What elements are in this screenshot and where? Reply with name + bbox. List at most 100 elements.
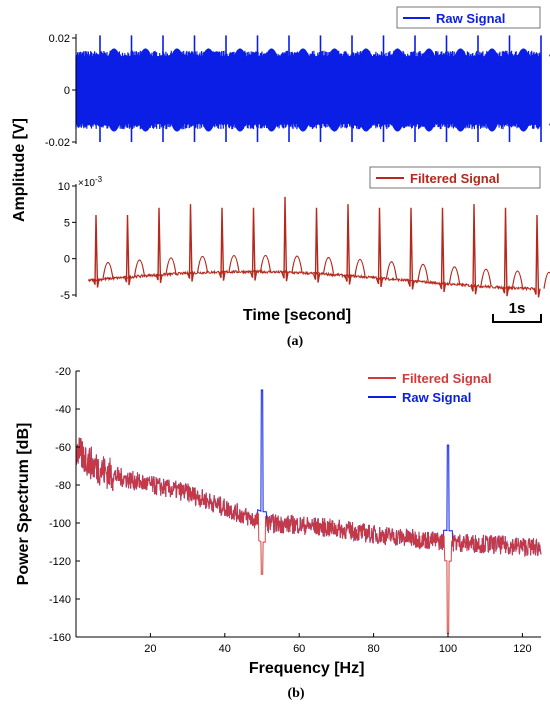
- raw-t-bump: [171, 123, 183, 132]
- raw-t-bump: [108, 123, 120, 132]
- ytick-label: -80: [55, 480, 71, 492]
- legend-label-filtered: Filtered Signal: [402, 371, 492, 386]
- t-wave: [480, 268, 492, 286]
- legend-box: [396, 6, 541, 29]
- panel-a-xlabel: Time [second]: [243, 307, 351, 324]
- qrs-spike: [218, 207, 226, 281]
- qrs-spike: [470, 204, 478, 295]
- raw-t-bump: [139, 48, 152, 57]
- ytick-label: -160: [49, 632, 71, 644]
- ytick-label: 0: [64, 254, 70, 266]
- raw-signal-plot: 0.02 0 -0.02 Raw Signal: [45, 6, 550, 149]
- qrs-spike: [407, 207, 415, 290]
- legend-box: [369, 166, 541, 189]
- raw-t-bump: [454, 48, 467, 57]
- y-exponent: ×10-3: [78, 175, 103, 189]
- raw-t-bump: [202, 123, 215, 132]
- panel-a-ylabel: Amplitude [V]: [11, 118, 28, 222]
- qrs-spike: [375, 207, 384, 287]
- legend-raw-signal: Raw Signal: [396, 6, 541, 29]
- t-wave: [165, 257, 177, 275]
- raw-t-bump: [391, 123, 404, 132]
- filtered-baseline: [88, 268, 536, 292]
- t-wave: [133, 259, 146, 277]
- t-wave: [354, 258, 366, 276]
- t-wave: [102, 261, 114, 279]
- t-wave: [291, 255, 303, 273]
- t-wave: [543, 271, 550, 289]
- raw-t-bump: [234, 123, 246, 132]
- raw-t-bump: [328, 123, 341, 132]
- raw-t-bump: [297, 123, 309, 132]
- ytick-label: 10: [58, 181, 70, 193]
- raw-t-bump: [234, 48, 246, 57]
- qrs-spike: [344, 204, 352, 285]
- raw-t-bump: [360, 123, 372, 132]
- t-wave: [228, 254, 240, 272]
- ytick-label: -5: [60, 290, 70, 302]
- raw-t-bump: [328, 48, 341, 57]
- ytick-label: -100: [49, 518, 71, 530]
- raw-t-bump: [265, 48, 278, 57]
- t-wave: [259, 254, 272, 272]
- ytick-label: 5: [64, 217, 70, 229]
- qrs-spike: [312, 207, 321, 283]
- ytick-label: 0.02: [49, 33, 70, 45]
- t-wave: [196, 255, 209, 273]
- ytick-label: -20: [55, 366, 71, 378]
- ytick-label: 0: [64, 85, 70, 97]
- raw-t-bump: [297, 48, 309, 57]
- legend-filtered-signal: Filtered Signal: [369, 166, 541, 189]
- xtick-label: 20: [144, 643, 156, 655]
- panel-b-xlabel: Frequency [Hz]: [249, 660, 365, 677]
- qrs-spike: [123, 215, 132, 286]
- raw-t-bump: [360, 48, 372, 57]
- ytick-label: -120: [49, 556, 71, 568]
- legend-label-raw: Raw Signal: [402, 390, 471, 405]
- panel-a-caption: (a): [287, 334, 304, 349]
- t-wave: [417, 263, 429, 281]
- panel-b-caption: (b): [287, 686, 304, 701]
- qrs-spike: [186, 204, 195, 282]
- qrs-spike: [501, 207, 510, 297]
- xtick-label: 40: [219, 643, 231, 655]
- t-wave: [385, 261, 398, 279]
- qrs-spike: [438, 207, 447, 293]
- raw-t-bump: [486, 48, 498, 57]
- raw-t-bump: [202, 48, 215, 57]
- raw-t-bump: [391, 48, 404, 57]
- raw-t-bump: [171, 48, 183, 57]
- raw-signal-fill: [76, 56, 541, 124]
- ytick-label: -60: [55, 442, 71, 454]
- raw-t-bump: [423, 48, 435, 57]
- raw-t-bump: [139, 123, 152, 132]
- qrs-spike: [155, 207, 163, 284]
- t-wave: [322, 256, 335, 274]
- qrs-spike: [533, 215, 541, 298]
- xtick-label: 80: [367, 643, 379, 655]
- y-exponent-power: -3: [95, 175, 103, 184]
- ytick-label: -40: [55, 404, 71, 416]
- ytick-label: -140: [49, 594, 71, 606]
- raw-t-bump: [265, 123, 278, 132]
- power-spectrum-plot: -20 -40 -60 -80 -100 -120 -140 -160 20 40 60 80 100 1…: [15, 366, 542, 677]
- legend-label: Filtered Signal: [410, 171, 500, 186]
- qrs-spike: [249, 207, 258, 281]
- legend-box: [366, 367, 540, 407]
- t-wave: [448, 266, 461, 284]
- filtered-spectrum-line: [75, 437, 542, 634]
- raw-t-bump: [486, 123, 498, 132]
- raw-t-bump: [454, 123, 467, 132]
- legend-spectrum: Filtered Signal Raw Signal: [366, 367, 540, 407]
- ytick-label: -0.02: [45, 137, 70, 149]
- qrs-spike: [281, 196, 289, 282]
- raw-t-bump: [517, 123, 530, 132]
- legend-label: Raw Signal: [436, 11, 505, 26]
- scalebar-label: 1s: [509, 300, 526, 317]
- xtick-label: 60: [293, 643, 305, 655]
- xtick-label: 100: [439, 643, 457, 655]
- panel-b-ylabel: Power Spectrum [dB]: [15, 423, 32, 586]
- raw-t-bump: [517, 48, 530, 57]
- raw-t-bump: [423, 123, 435, 132]
